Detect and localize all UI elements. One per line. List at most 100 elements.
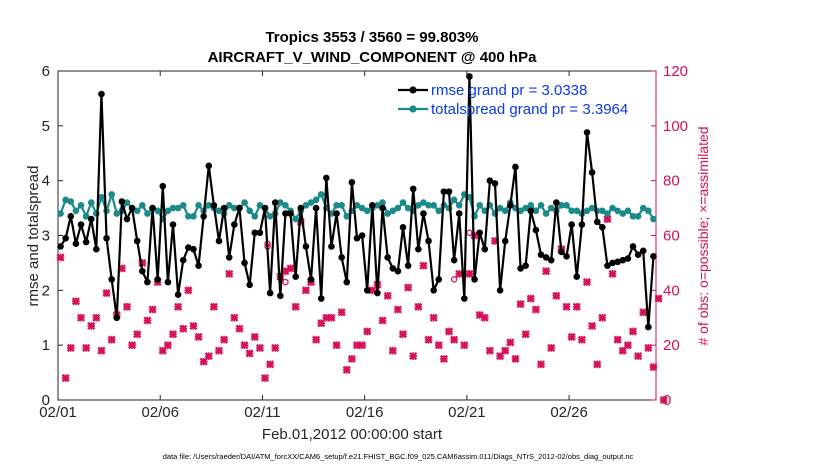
totalspread-point — [251, 213, 259, 220]
totalspread-point — [190, 213, 197, 220]
totalspread-point — [537, 202, 545, 209]
totalspread-point — [629, 213, 637, 220]
rmse-point — [241, 259, 248, 267]
rmse-point — [507, 202, 514, 209]
obs-assimilated-point — [133, 330, 142, 339]
obs-assimilated-point — [634, 352, 643, 361]
totalspread-point — [599, 207, 606, 215]
rmse-point — [62, 234, 69, 242]
legend-rmse-label: rmse grand pr = 3.0338 — [431, 82, 587, 99]
rmse-point — [328, 243, 335, 250]
obs-assimilated-point — [628, 327, 638, 336]
rmse-point — [389, 265, 397, 272]
y-tick-label: 0 — [42, 392, 50, 409]
totalspread-point — [169, 204, 177, 212]
totalspread-point — [123, 199, 131, 206]
obs-assimilated-point — [526, 294, 535, 303]
totalspread-point — [312, 196, 320, 204]
rmse-point — [302, 243, 310, 250]
rmse-point — [159, 182, 167, 190]
rmse-point — [348, 179, 356, 186]
rmse-point — [639, 247, 647, 255]
obs-assimilated-point — [409, 352, 418, 361]
rmse-point — [440, 188, 448, 195]
legend: rmse grand pr = 3.0338 totalspread grand… — [398, 82, 628, 118]
y-right-tick-label: 80 — [663, 173, 680, 190]
totalspread-point — [604, 210, 611, 217]
totalspread-point — [455, 202, 463, 209]
rmse-point — [312, 204, 320, 212]
totalspread-point — [415, 202, 422, 209]
obs-assimilated-point — [623, 341, 632, 350]
obs-assimilated-point — [429, 313, 438, 322]
obs-assimilated-point — [76, 313, 86, 322]
rmse-point — [409, 185, 417, 193]
obs-assimilated-point — [419, 261, 428, 270]
obs-assimilated-point — [240, 341, 249, 350]
obs-assimilated-point — [97, 346, 106, 355]
rmse-point — [532, 226, 540, 234]
totalspread-point — [246, 207, 253, 215]
rmse-point — [384, 254, 391, 261]
rmse-point — [496, 287, 504, 294]
obs-assimilated-point — [66, 343, 75, 352]
totalspread-point — [568, 207, 575, 215]
totalspread-point — [404, 204, 412, 212]
x-tick-label: 02/26 — [550, 404, 588, 421]
obs-assimilated-point — [148, 305, 157, 314]
totalspread-point — [154, 207, 161, 215]
rmse-point — [517, 265, 524, 272]
obs-assimilated-point — [536, 360, 546, 369]
rmse-point — [144, 278, 151, 286]
rmse-point — [512, 163, 519, 171]
obs-assimilated-point — [649, 363, 658, 372]
totalspread-point — [547, 204, 555, 212]
totalspread-point — [624, 207, 632, 215]
totalspread-point — [614, 207, 621, 215]
obs-assimilated-point — [102, 289, 111, 298]
data-file-footnote: data file: /Users/raeder/DAI/ATM_forcXX/… — [163, 452, 634, 461]
y-right-tick-label: 100 — [663, 118, 688, 135]
rmse-point — [486, 177, 494, 184]
totalspread-point — [174, 204, 182, 212]
rmse-point — [599, 223, 606, 231]
rmse-point — [200, 213, 207, 220]
rmse-point — [82, 238, 90, 246]
totalspread-point — [527, 202, 535, 209]
totalspread-point — [205, 202, 213, 209]
totalspread-point — [609, 204, 616, 212]
obs-assimilated-point — [506, 338, 515, 347]
rmse-point — [568, 221, 575, 228]
totalspread-point — [532, 207, 540, 215]
obs-assimilated-point — [225, 269, 234, 278]
rmse-point — [215, 237, 223, 245]
rmse-point — [179, 256, 187, 264]
rmse-point — [634, 251, 642, 258]
totalspread-point — [57, 210, 64, 217]
obs-assimilated-point — [480, 313, 489, 322]
y-tick-label: 2 — [42, 282, 50, 299]
obs-assimilated-point — [337, 308, 346, 317]
rmse-point — [435, 276, 443, 283]
rmse-point — [174, 291, 182, 299]
obs-assimilated-point — [194, 332, 203, 341]
obs-assimilated-point — [398, 330, 408, 339]
rmse-point — [139, 267, 146, 275]
obs-possible-point — [466, 270, 473, 278]
totalspread-point — [338, 202, 345, 209]
rmse-point — [190, 245, 197, 253]
obs-assimilated-point — [312, 335, 321, 344]
totalspread-point — [307, 199, 315, 206]
rmse-point — [476, 229, 483, 237]
rmse-point — [133, 237, 141, 245]
totalspread-point — [639, 204, 647, 212]
totalspread-point — [588, 204, 596, 212]
y-tick-label: 1 — [42, 337, 50, 354]
y-tick-label: 5 — [42, 118, 50, 135]
obs-assimilated-point — [424, 335, 433, 344]
rmse-point — [404, 262, 412, 269]
obs-assimilated-point — [82, 343, 91, 352]
obs-assimilated-point — [414, 302, 423, 311]
obs-assimilated-point — [179, 324, 188, 333]
obs-assimilated-point — [209, 302, 218, 311]
